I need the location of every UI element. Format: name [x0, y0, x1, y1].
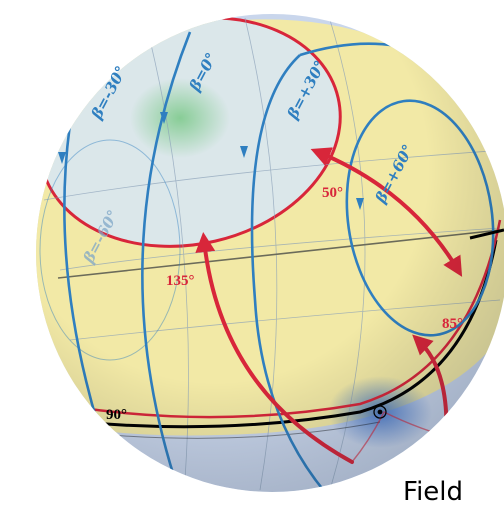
label-angle-90: 90° — [106, 407, 127, 423]
label-angle-50: 50° — [322, 185, 343, 201]
angle-labels: 50° 135° 85° 90° — [106, 185, 463, 423]
label-angle-135: 135° — [166, 273, 195, 289]
field-label: Field — [403, 477, 463, 506]
external-black-line — [469, 228, 504, 240]
label-angle-85: 85° — [442, 316, 463, 332]
